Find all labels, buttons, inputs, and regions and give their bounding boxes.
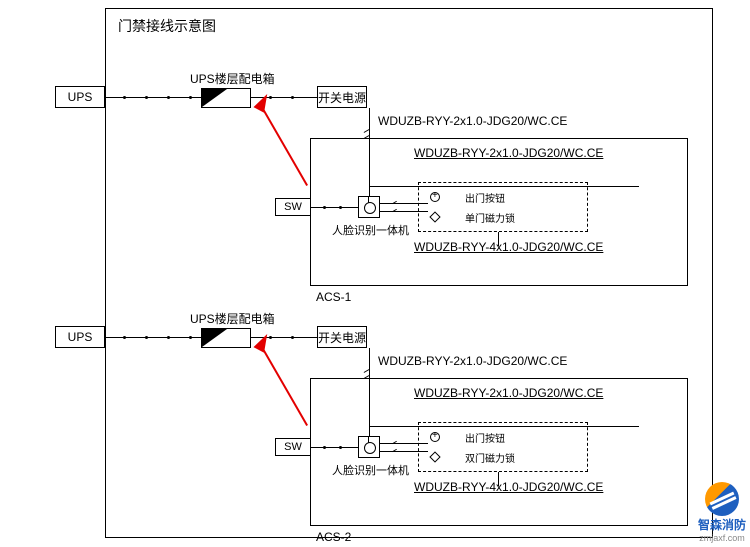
dot-a-1-1 [145,336,148,339]
psu-box-0: 开关电源 [317,86,367,108]
ups-box-0: UPS [55,86,105,108]
face-device-1 [358,436,380,458]
cable2-label-0: WDUZB-RYY-2x1.0-JDG20/WC.CE [414,146,603,160]
line-ups-conv-0 [105,97,201,98]
psu-box-1: 开关电源 [317,326,367,348]
maglock-label-1: 双门磁力锁 [465,450,515,465]
device-label-1: 人脸识别一体机 [332,462,409,478]
logo-text-1: 智森消防 [698,516,746,533]
sw-box-1: SW [275,438,311,456]
converter-label-0: UPS楼层配电箱 [190,70,275,87]
sw-box-0: SW [275,198,311,216]
cable1-label-0: WDUZB-RYY-2x1.0-JDG20/WC.CE [378,114,567,128]
dot-a-0-0 [123,96,126,99]
line-sw-dev-0 [311,207,358,208]
line-sw-dev-1 [311,447,358,448]
converter-1 [201,328,251,348]
cable2-label-1: WDUZB-RYY-2x1.0-JDG20/WC.CE [414,386,603,400]
logo-icon [705,482,739,516]
maglock-label-0: 单门磁力锁 [465,210,515,225]
dot-c-1-0 [323,446,326,449]
diagram-title: 门禁接线示意图 [118,16,216,36]
exit-button-icon-0 [430,192,440,202]
dot-b-1-1 [291,336,294,339]
dot-a-1-3 [189,336,192,339]
line-dash-cable3-1 [498,472,499,486]
exit-button-label-0: 出门按钮 [465,190,505,205]
dot-c-0-0 [323,206,326,209]
device-label-0: 人脸识别一体机 [332,222,409,238]
dot-a-0-2 [167,96,170,99]
acs-label-0: ACS-1 [316,290,351,304]
dot-b-0-1 [291,96,294,99]
dot-a-0-3 [189,96,192,99]
cable3-label-0: WDUZB-RYY-4x1.0-JDG20/WC.CE [414,240,603,254]
dot-a-0-1 [145,96,148,99]
acs-label-1: ACS-2 [316,530,351,544]
ups-box-1: UPS [55,326,105,348]
cable1-label-1: WDUZB-RYY-2x1.0-JDG20/WC.CE [378,354,567,368]
face-device-0 [358,196,380,218]
dot-c-0-1 [339,206,342,209]
dot-a-1-0 [123,336,126,339]
converter-label-1: UPS楼层配电箱 [190,310,275,327]
exit-button-label-1: 出门按钮 [465,430,505,445]
line-dash-cable3-0 [498,232,499,246]
exit-button-icon-1 [430,432,440,442]
dot-c-1-1 [339,446,342,449]
line-ups-conv-1 [105,337,201,338]
logo: 智森消防 zmjaxf.com [698,482,746,543]
converter-0 [201,88,251,108]
dot-a-1-2 [167,336,170,339]
logo-text-2: zmjaxf.com [698,533,746,543]
cable3-label-1: WDUZB-RYY-4x1.0-JDG20/WC.CE [414,480,603,494]
